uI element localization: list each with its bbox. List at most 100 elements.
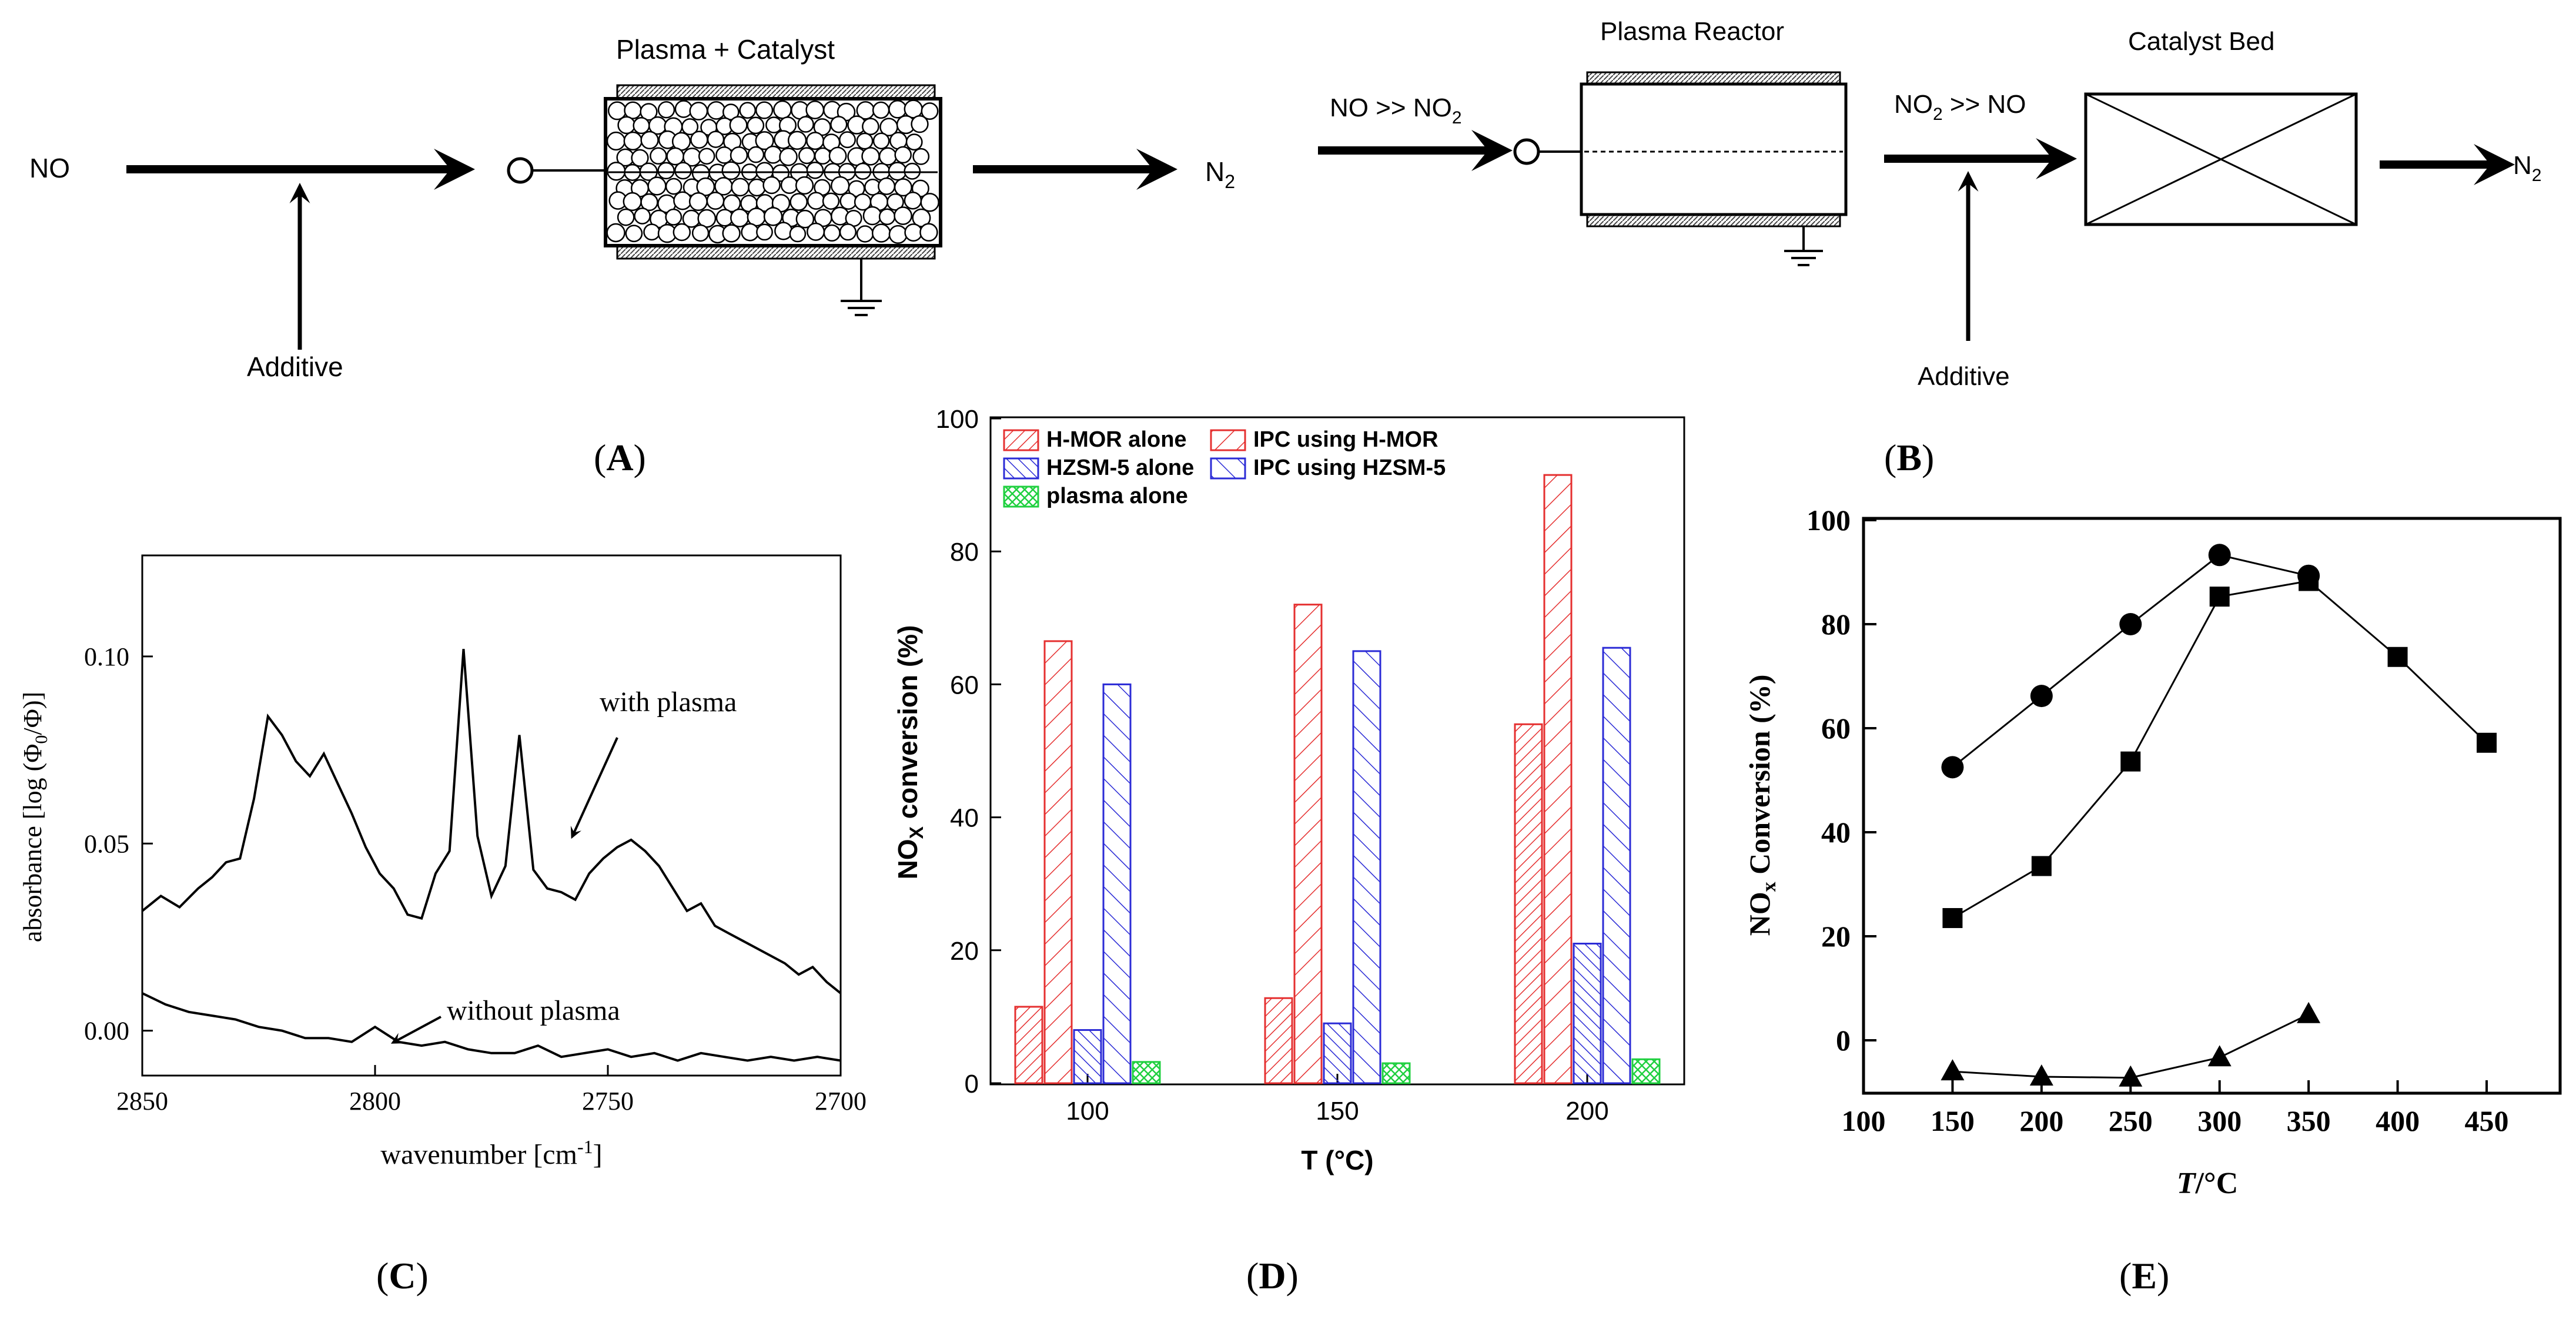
panel-d-y-tick-label: 0: [965, 1070, 979, 1098]
catalyst-pellet: [731, 177, 750, 197]
svg-text:T/°C: T/°C: [2177, 1167, 2239, 1200]
catalyst-pellet: [872, 101, 890, 119]
panel-e-x-tick-label: 250: [2109, 1104, 2153, 1137]
svg-text:NO >> NO2: NO >> NO2: [1330, 93, 1462, 128]
catalyst-pellet: [774, 222, 793, 240]
panel-b: NO >> NO2 Plasma Reactor NO2 >> NO Addit…: [1318, 17, 2541, 478]
panel-d-legend-swatch: [1003, 485, 1039, 508]
catalyst-pellet: [764, 145, 782, 164]
panel-c-arrow-with: [570, 737, 618, 839]
panel-c-y-tick-label: 0.05: [84, 829, 129, 858]
panel-b-reactor-bottom: [1586, 213, 1841, 227]
catalyst-pellet: [888, 225, 908, 244]
catalyst-pellet: [861, 147, 880, 166]
panel-c-without-plasma-line: [142, 992, 841, 1062]
catalyst-pellet: [631, 149, 649, 167]
panel-e-point-circle: [2030, 685, 2053, 708]
catalyst-pellet: [640, 103, 658, 121]
panel-d-bar: [1631, 1058, 1661, 1084]
panel-e-xlabel-unit: /°C: [2194, 1167, 2238, 1200]
panel-e-point-circle: [2119, 613, 2142, 635]
catalyst-pellet: [625, 225, 643, 243]
catalyst-pellet: [795, 209, 815, 229]
panel-c: 2850 2800 2750 2700 0.00 0.05 0.10 with plasma…: [18, 554, 867, 1297]
panel-c-xlabel-post: ]: [593, 1139, 603, 1170]
catalyst-pellet: [856, 132, 874, 150]
catalyst-pellet: [755, 131, 774, 150]
catalyst-pellet: [797, 116, 814, 133]
panel-e-ticks: 100 150 200 250 300 350 400 450 0 20 40 60 80 100: [1806, 504, 2509, 1137]
panel-a: NO Additive Plasma + Catalyst N2 (A): [29, 34, 1235, 478]
panel-e-point-square: [2387, 647, 2408, 667]
catalyst-pellet: [681, 118, 699, 136]
catalyst-pellet: [904, 191, 922, 210]
panel-e-point-square: [2120, 751, 2141, 772]
panel-c-x-tick-label: 2700: [815, 1087, 867, 1116]
panel-d-bar: [1323, 1022, 1352, 1084]
panel-d-bar: [1132, 1061, 1161, 1084]
catalyst-pellet: [779, 148, 798, 166]
catalyst-pellet: [617, 116, 636, 135]
panel-d-bar: [1381, 1062, 1411, 1084]
svg-text:N2: N2: [2513, 151, 2541, 185]
panel-c-frame: [141, 554, 842, 1077]
catalyst-pellet: [878, 208, 896, 226]
catalyst-pellet: [862, 118, 879, 136]
panel-a-top-electrode: [616, 84, 936, 99]
panel-e: 100 150 200 250 300 350 400 450 0 20 40 60 80 100 NOx…: [1743, 504, 2562, 1297]
panel-e-point-triangle: [2297, 1002, 2321, 1023]
catalyst-pellet: [715, 146, 733, 164]
catalyst-pellet: [806, 161, 824, 179]
catalyst-pellet: [921, 102, 939, 120]
panel-d-ylabel-post: conversion (%): [892, 625, 923, 827]
catalyst-pellet: [673, 191, 692, 210]
catalyst-pellet: [773, 100, 792, 119]
panel-b-plasma-reactor: [1580, 82, 1848, 216]
panel-d-y-tick-label: 60: [950, 671, 979, 699]
panel-e-point-triangle: [1941, 1059, 1965, 1081]
panel-c-ylabel-post: /Φ)]: [18, 692, 47, 735]
catalyst-pellet: [839, 192, 857, 210]
catalyst-pellet: [780, 176, 798, 195]
catalyst-pellet: [730, 146, 748, 165]
catalyst-pellet: [814, 147, 832, 165]
catalyst-pellet: [665, 177, 683, 195]
panel-e-ylabel-post: Conversion (%): [1743, 675, 1776, 882]
svg-text:N2: N2: [1205, 156, 1235, 192]
panel-d-bar: [1014, 1006, 1043, 1084]
panel-c-y-tick-label: 0.10: [84, 642, 129, 671]
catalyst-pellet: [894, 178, 912, 197]
panel-e-point-square: [2209, 587, 2230, 607]
panel-e-point-circle: [2208, 544, 2231, 567]
catalyst-pellet: [617, 208, 635, 226]
panel-d-bar: [1352, 650, 1381, 1084]
catalyst-pellet: [696, 177, 715, 196]
panel-e-point-circle: [1941, 756, 1964, 779]
panel-c-caption: (C): [376, 1255, 429, 1297]
catalyst-pellet: [904, 162, 921, 180]
panel-d-y-tick-label: 80: [950, 538, 979, 567]
catalyst-pellet: [878, 147, 897, 166]
catalyst-pellet: [894, 206, 912, 225]
panel-d-y-tick-label: 20: [950, 937, 979, 966]
catalyst-pellet: [634, 207, 651, 225]
panel-e-x-tick-label: 200: [2019, 1104, 2063, 1137]
catalyst-pellet: [822, 192, 840, 210]
catalyst-pellet: [688, 192, 708, 212]
panel-c-ylabel-sub: 0: [32, 735, 51, 744]
panel-e-frame: [1862, 517, 2562, 1095]
panel-b-additive-label: Additive: [1918, 362, 2010, 391]
panel-a-electrode-node: [507, 157, 534, 184]
catalyst-pellet: [755, 101, 774, 119]
catalyst-pellet: [920, 193, 939, 212]
catalyst-pellet: [789, 193, 808, 211]
catalyst-pellet: [606, 223, 625, 243]
panel-d-legend-label: plasma alone: [1046, 484, 1188, 508]
panel-d: 0 20 40 60 80 100 100 150 200 H-MOR alone IPC usi…: [892, 405, 1685, 1297]
panel-d-bar: [1293, 604, 1323, 1084]
svg-text:NOX conversion (%): NOX conversion (%): [892, 625, 927, 880]
panel-b-input-sub: 2: [1452, 108, 1462, 128]
catalyst-pellet: [657, 162, 675, 180]
catalyst-pellet: [674, 162, 692, 180]
panel-e-x-tick-label: 450: [2465, 1104, 2509, 1137]
